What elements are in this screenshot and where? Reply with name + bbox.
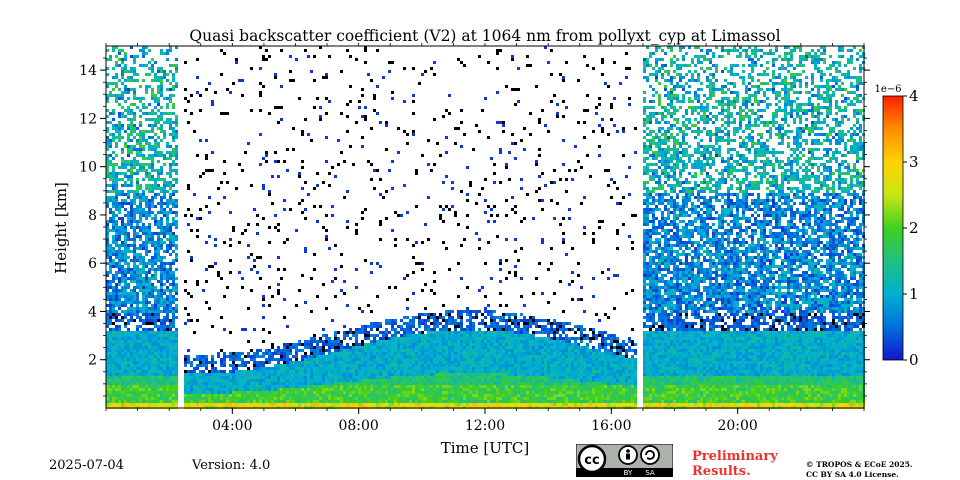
y-tick-label: 14 (79, 63, 97, 79)
x-tick-label: 08:00 (338, 418, 378, 434)
y-tick-label: 2 (88, 353, 97, 369)
plot-area (106, 46, 865, 409)
colorbar (882, 95, 904, 361)
x-tick-label: 20:00 (717, 418, 757, 434)
colorbar-exponent: 1e−6 (874, 84, 901, 95)
chart-title: Quasi backscatter coefficient (V2) at 10… (189, 27, 780, 45)
y-tick-label: 10 (79, 160, 97, 176)
preliminary-notice: Preliminary Results. (692, 449, 778, 479)
colorbar-tick-label: 4 (909, 87, 919, 105)
license-line-2: CC BY SA 4.0 License. (806, 470, 899, 479)
license-notice: © TROPOS & ECoE 2025. CC BY SA 4.0 Licen… (806, 460, 913, 480)
x-axis: 04:00 08:00 12:00 16:00 20:00 (105, 43, 865, 434)
colorbar-tick-label: 0 (909, 351, 919, 369)
x-tick-label: 16:00 (591, 418, 631, 434)
x-tick-label: 12:00 (465, 418, 505, 434)
y-axis: 2 4 6 8 10 12 14 (79, 57, 870, 397)
cc-sa-label: SA (645, 469, 655, 477)
preliminary-line-2: Results. (692, 464, 751, 479)
y-tick-label: 4 (88, 304, 97, 320)
y-axis-label: Height [km] (52, 182, 70, 274)
colorbar-ticks: 0 1 2 3 4 (903, 87, 919, 369)
y-tick-label: 12 (79, 111, 97, 127)
colorbar-tick-label: 2 (909, 219, 919, 237)
colorbar-tick-label: 3 (909, 153, 919, 171)
cc-by-sa-icon: cc BY SA (576, 444, 673, 477)
colorbar-tick-label: 1 (909, 285, 919, 303)
date-label: 2025-07-04 (49, 458, 124, 473)
version-label: Version: 4.0 (192, 458, 271, 473)
preliminary-line-1: Preliminary (692, 449, 778, 464)
y-tick-label: 8 (88, 208, 97, 224)
cc-by-label: BY (624, 469, 633, 477)
x-axis-label: Time [UTC] (441, 439, 530, 457)
y-tick-label: 6 (88, 256, 97, 272)
license-line-1: © TROPOS & ECoE 2025. (806, 460, 913, 469)
x-tick-label: 04:00 (212, 418, 252, 434)
